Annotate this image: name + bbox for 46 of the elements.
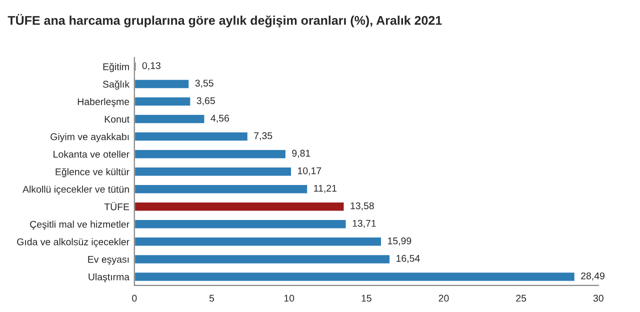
y-tick-label: Konut xyxy=(104,116,130,123)
y-tick-label: Alkollü içecekler ve tütün xyxy=(22,186,129,195)
data-label: 4,56 xyxy=(210,114,229,123)
bar xyxy=(134,254,391,265)
x-tick-label: 15 xyxy=(362,294,372,302)
data-label: 11,21 xyxy=(314,184,336,193)
x-tick-label: 0 xyxy=(132,294,137,302)
y-tick-label: Sağlık xyxy=(102,80,130,90)
bar xyxy=(134,271,576,282)
data-label: 10,17 xyxy=(298,167,322,176)
data-label: 15,99 xyxy=(388,237,412,246)
x-tick-label: 5 xyxy=(209,294,214,302)
y-tick-label: Lokanta ve oteller xyxy=(54,150,130,158)
chart-title: TÜFE ana harcama gruplarına göre aylık değişim oranları (%), Aralık 2021 xyxy=(8,14,442,28)
bar xyxy=(134,236,382,248)
bar xyxy=(134,166,292,178)
y-tick-label: TÜFE xyxy=(104,202,130,210)
x-tick-label: 25 xyxy=(516,294,526,302)
y-tick-label: Giyim ve ayakkabı xyxy=(50,133,129,142)
y-tick-label: Ulaştırma xyxy=(88,273,130,282)
x-tick-label: 30 xyxy=(593,294,604,302)
bar xyxy=(134,218,348,230)
data-label: 7,35 xyxy=(254,132,272,140)
bar xyxy=(134,148,287,160)
data-label: 13,71 xyxy=(352,220,376,228)
data-label: 28,49 xyxy=(581,272,604,280)
data-label: 13,58 xyxy=(350,202,374,210)
y-tick-label: Çeşitli mal ve hizmetler xyxy=(30,220,130,230)
y-tick-label: Ev eşyası xyxy=(88,256,129,265)
y-tick-label: Eğitim xyxy=(103,62,129,72)
data-label: 9,81 xyxy=(292,150,310,158)
data-label: 3,65 xyxy=(196,97,215,106)
bar xyxy=(134,201,346,212)
bar xyxy=(134,131,249,142)
y-tick-label: Haberleşme xyxy=(78,98,130,108)
y-tick-label: Gıda ve alkolsüz içecekler xyxy=(17,238,130,248)
x-tick-label: 10 xyxy=(284,294,294,302)
bar xyxy=(134,184,308,195)
y-tick-label: Eğlence ve kültür xyxy=(56,168,130,178)
x-tick-label: 20 xyxy=(438,294,449,302)
bar xyxy=(134,114,206,125)
bar xyxy=(134,96,192,108)
data-label: 3,55 xyxy=(195,80,214,88)
bar xyxy=(134,78,190,90)
data-label: 0,13 xyxy=(142,62,160,70)
data-label: 16,54 xyxy=(396,254,420,263)
